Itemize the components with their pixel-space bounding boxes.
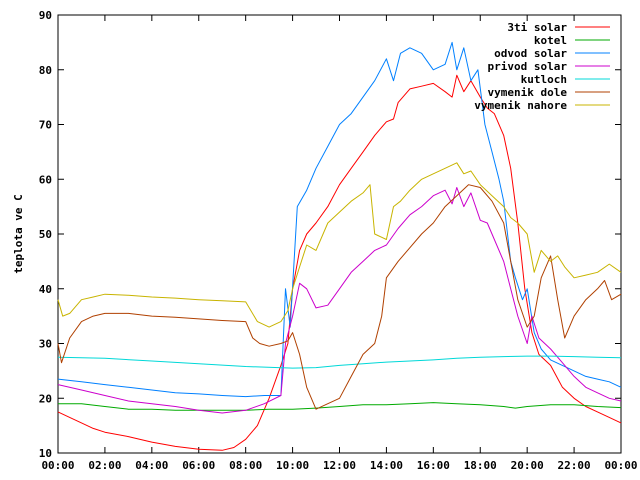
series-line xyxy=(57,355,622,369)
legend-label: vymenik dole xyxy=(488,86,568,99)
x-tick-label: 04:00 xyxy=(135,459,168,472)
y-axis-label: teplota ve C xyxy=(12,194,25,273)
y-tick-label: 40 xyxy=(39,283,52,296)
x-tick-label: 16:00 xyxy=(417,459,450,472)
legend-label: privod solar xyxy=(488,60,568,73)
series-lines xyxy=(57,41,622,451)
x-tick-label: 18:00 xyxy=(464,459,497,472)
x-tick-label: 06:00 xyxy=(182,459,215,472)
y-tick-label: 20 xyxy=(39,392,52,405)
x-tick-label: 12:00 xyxy=(323,459,356,472)
series-line xyxy=(57,187,622,414)
series-line xyxy=(57,74,622,451)
y-axis: 10 20 30 40 50 60 70 80 90 xyxy=(39,9,621,460)
series-line xyxy=(57,41,622,398)
series-line xyxy=(58,402,622,411)
x-tick-label: 08:00 xyxy=(229,459,262,472)
x-tick-label: 14:00 xyxy=(370,459,403,472)
x-tick-label: 20:00 xyxy=(511,459,544,472)
legend-label: vymenik nahore xyxy=(474,99,567,112)
x-tick-label: 00:00 xyxy=(604,459,637,472)
y-tick-label: 50 xyxy=(39,228,52,241)
x-tick-label: 10:00 xyxy=(276,459,309,472)
x-axis: 00:00 02:00 04:00 06:00 08:00 10:00 12:00 14:00… xyxy=(41,15,638,472)
legend-label: odvod solar xyxy=(494,47,567,60)
legend-label: 3ti solar xyxy=(507,21,567,34)
y-tick-label: 90 xyxy=(39,9,52,22)
x-tick-label: 02:00 xyxy=(88,459,121,472)
y-tick-label: 70 xyxy=(39,119,52,132)
y-tick-label: 30 xyxy=(39,338,52,351)
series-line xyxy=(57,162,622,328)
y-tick-label: 60 xyxy=(39,173,52,186)
x-tick-label: 22:00 xyxy=(558,459,591,472)
y-tick-label: 10 xyxy=(39,447,52,460)
series-line xyxy=(57,184,622,410)
y-tick-label: 80 xyxy=(39,64,52,77)
legend-label: kutloch xyxy=(521,73,567,86)
x-tick-label: 00:00 xyxy=(41,459,74,472)
legend-label: kotel xyxy=(534,34,567,47)
